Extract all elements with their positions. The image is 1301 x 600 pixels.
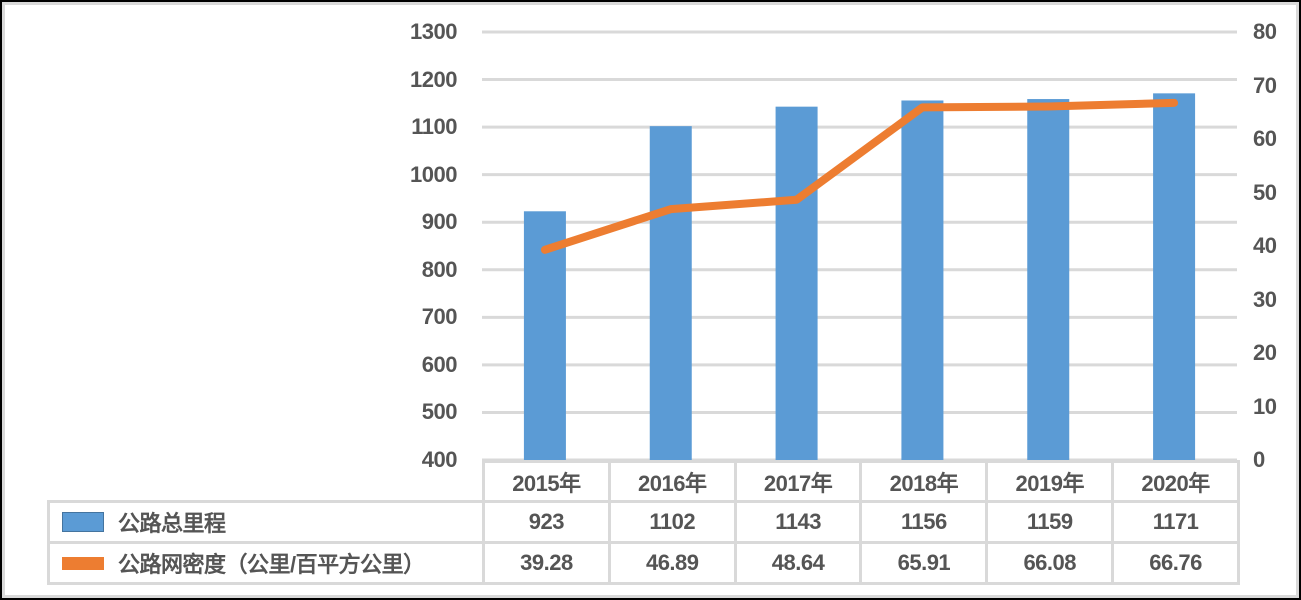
mileage-value-cell: 1171 <box>1111 500 1240 544</box>
left-axis-tick-1000: 1000 <box>410 161 457 187</box>
mileage-value-cell: 923 <box>482 500 611 544</box>
combo-chart-plot <box>482 30 1237 462</box>
right-axis-tick-0: 0 <box>1253 447 1265 472</box>
year-header-cell: 2019年 <box>985 460 1115 503</box>
year-header-cell: 2018年 <box>859 460 989 503</box>
left-axis-tick-600: 600 <box>421 351 458 377</box>
table-corner-empty <box>49 462 484 502</box>
bar-2018年 <box>901 100 944 460</box>
right-axis-tick-60: 60 <box>1253 126 1277 151</box>
mileage-value-cell: 1159 <box>985 500 1115 544</box>
bar-series-swatch <box>62 512 104 532</box>
density-value-cell: 66.08 <box>985 541 1115 585</box>
density-value-cell: 46.89 <box>607 541 737 585</box>
left-axis-tick-900: 900 <box>421 209 458 235</box>
density-value-cell: 65.91 <box>859 541 989 585</box>
chart-stage: 400 500 600 700 800 900 1000 1100 1200 1300 0 10 20… <box>5 5 1296 595</box>
bar-2017年 <box>775 106 818 460</box>
density-value-cell: 39.28 <box>482 541 611 585</box>
bar-2020年 <box>1153 93 1196 460</box>
mileage-value-cell: 1102 <box>607 500 737 544</box>
right-axis-tick-20: 20 <box>1253 340 1277 365</box>
left-axis-tick-800: 800 <box>421 256 458 282</box>
left-axis-tick-500: 500 <box>421 399 458 425</box>
right-axis-tick-40: 40 <box>1253 233 1277 258</box>
mileage-value-cell: 1156 <box>859 500 989 544</box>
right-axis-tick-50: 50 <box>1253 179 1277 205</box>
year-header-cell: 2015年 <box>482 460 611 503</box>
left-axis-tick-1200: 1200 <box>410 66 457 92</box>
bar-2019年 <box>1027 99 1070 460</box>
right-axis-tick-10: 10 <box>1253 393 1277 419</box>
mileage-value-cell: 1143 <box>733 500 863 544</box>
right-axis-tick-30: 30 <box>1253 286 1277 312</box>
legend-mileage: 公路总里程 <box>47 500 485 544</box>
left-axis-tick-1100: 1100 <box>411 114 457 140</box>
year-header-cell: 2016年 <box>607 460 737 503</box>
density-value-cell: 48.64 <box>733 541 863 585</box>
line-series-swatch <box>62 556 104 570</box>
left-axis-tick-1300: 1300 <box>410 19 457 44</box>
legend-label: 公路网密度（公里/百平方公里） <box>118 552 425 577</box>
right-axis-tick-70: 70 <box>1253 72 1277 98</box>
data-table: 2015年 2016年 2017年 2018年 2019年 2020年 公路总里程 923 11… <box>47 460 1240 585</box>
left-axis-tick-400: 400 <box>421 447 458 472</box>
year-header-cell: 2020年 <box>1111 460 1240 503</box>
density-value-cell: 66.76 <box>1111 541 1240 585</box>
year-header-cell: 2017年 <box>733 460 863 503</box>
density-line <box>540 98 1179 254</box>
legend-density: 公路网密度（公里/百平方公里） <box>47 541 485 585</box>
bar-2016年 <box>649 126 692 460</box>
left-axis-tick-700: 700 <box>421 304 458 330</box>
legend-label: 公路总里程 <box>118 511 226 536</box>
right-axis-tick-80: 80 <box>1253 19 1277 44</box>
